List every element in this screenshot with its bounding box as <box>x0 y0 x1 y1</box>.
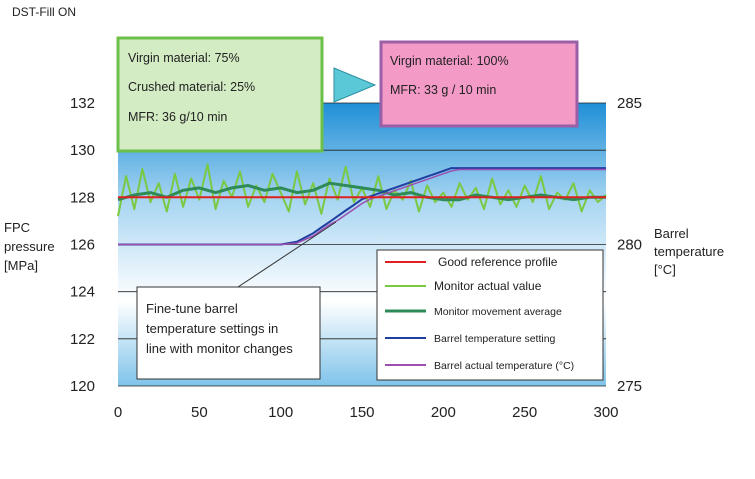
x-tick-label: 150 <box>349 404 374 421</box>
x-tick-label: 100 <box>268 404 293 421</box>
y2-tick-label: 280 <box>617 237 642 254</box>
y-tick-label: 122 <box>70 331 95 348</box>
y-tick-label: 126 <box>70 237 95 254</box>
legend-label: Barrel temperature setting <box>434 333 556 345</box>
left-axis-title-line-1: FPC <box>4 220 30 235</box>
green-material-box <box>116 36 324 153</box>
legend-label: Monitor actual value <box>434 279 542 293</box>
annotation-line-3: line with monitor changes <box>146 341 293 356</box>
series-layer <box>117 163 607 246</box>
legend-label: Good reference profile <box>438 255 558 269</box>
right-axis-title-line-2: temperature <box>654 244 724 259</box>
x-tick-label: 250 <box>512 404 537 421</box>
x-tick-label: 200 <box>431 404 456 421</box>
legend <box>376 249 604 381</box>
green-box-line-3: MFR: 36 g/10 min <box>128 110 227 124</box>
green-box-line-1: Virgin material: 75% <box>128 51 240 65</box>
x-tick-label: 0 <box>114 404 122 421</box>
y-tick-label: 124 <box>70 284 95 301</box>
green-box-line-2: Crushed material: 25% <box>128 80 255 94</box>
y-tick-label: 130 <box>70 142 95 159</box>
y2-tick-labels: 275 280 285 <box>617 95 642 395</box>
y2-tick-label: 285 <box>617 95 642 112</box>
annotation-box <box>136 286 321 380</box>
x-tick-label: 300 <box>593 404 618 421</box>
annotation-line-2: temperature settings in <box>146 321 278 336</box>
y-tick-label: 132 <box>70 95 95 112</box>
right-axis-title-line-3: [°C] <box>654 262 676 277</box>
legend-label: Barrel actual temperature (°C) <box>434 360 574 372</box>
y-tick-label: 120 <box>70 378 95 395</box>
x-tick-labels: 0 50 100 150 200 250 300 <box>114 404 619 421</box>
annotation-line-1: Fine-tune barrel <box>146 301 238 316</box>
y-tick-label: 128 <box>70 189 95 206</box>
legend-items: Good reference profile Monitor actual val… <box>385 255 574 372</box>
pink-box-line-1: Virgin material: 100% <box>390 54 509 68</box>
annotation-pointer <box>237 221 337 288</box>
left-axis-title-line-3: [MPa] <box>4 258 38 273</box>
legend-label: Monitor movement average <box>434 306 562 318</box>
pink-box-line-2: MFR: 33 g / 10 min <box>390 83 496 97</box>
series-line-4 <box>118 167 606 246</box>
y2-tick-label: 275 <box>617 378 642 395</box>
x-tick-label: 50 <box>191 404 208 421</box>
transition-arrow-icon <box>333 67 377 103</box>
pink-material-box <box>379 40 579 128</box>
right-axis-title-line-1: Barrel <box>654 226 689 241</box>
left-axis-title-line-2: pressure <box>4 239 55 254</box>
y-tick-labels: 120 122 124 126 128 130 132 <box>70 95 95 395</box>
chart-header: DST-Fill ON <box>12 5 76 19</box>
